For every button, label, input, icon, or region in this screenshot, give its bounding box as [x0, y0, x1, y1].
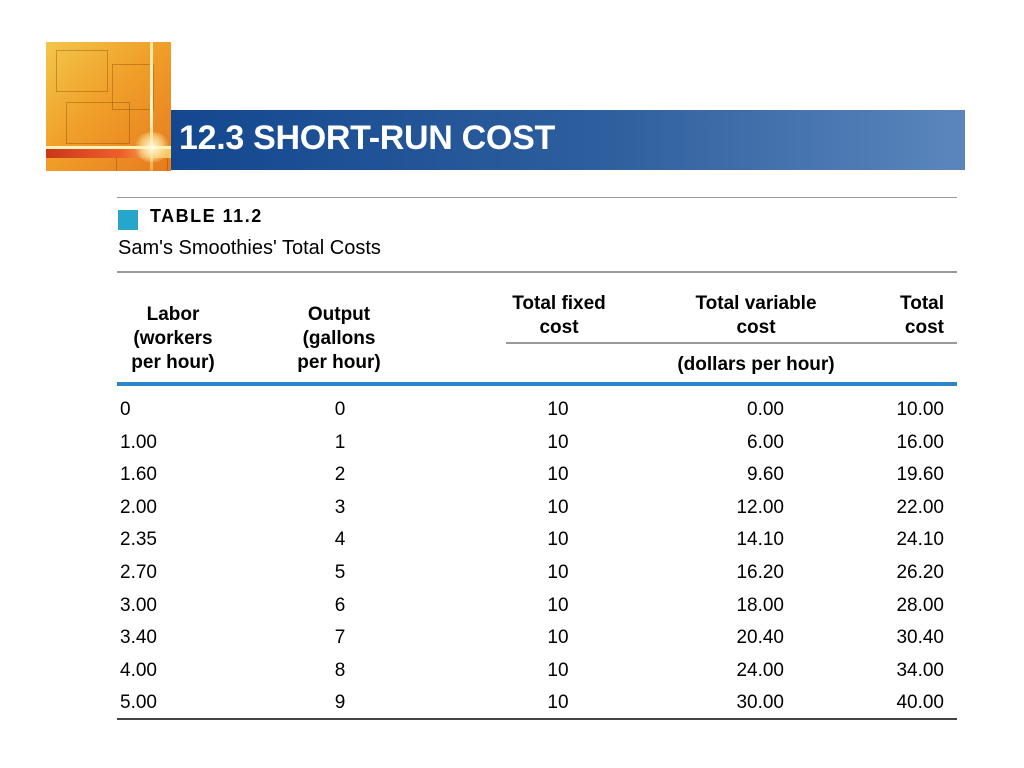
output-cell: 4 [334, 529, 346, 551]
labor-cell: 4.00 [120, 659, 157, 681]
header-total-line1: Total [900, 293, 944, 314]
labor-cell: 0 [120, 399, 131, 420]
fixed-cost-cell: 10 [547, 431, 569, 453]
fixed-cost-cell: 10 [547, 627, 569, 649]
variable-cost-cell: 20.40 [736, 627, 784, 649]
header-labor-line3: per hour) [131, 352, 215, 373]
output-cell: 3 [334, 496, 346, 518]
total-cost-cell: 28.00 [896, 594, 944, 616]
logo-tile [112, 64, 154, 110]
fixed-cost-cell: 10 [547, 399, 569, 420]
labor-cell: 1.00 [120, 431, 157, 453]
header-fixed-cost: Total fixed cost [496, 292, 622, 340]
output-cell: 1 [334, 431, 346, 453]
fixed-cost-cell: 10 [547, 659, 569, 681]
labor-cell: 2.70 [120, 562, 157, 583]
variable-cost-cell: 14.10 [736, 529, 784, 551]
header-sub-rule [506, 342, 957, 344]
header-labor-line2: (workers [133, 328, 213, 349]
header-fixed-line2: cost [539, 317, 579, 338]
total-cost-cell: 19.60 [896, 464, 944, 486]
output-cell: 8 [334, 659, 346, 681]
output-cell: 9 [334, 692, 346, 714]
header-variable-cost: Total variable cost [672, 292, 840, 340]
variable-cost-cell: 9.60 [747, 464, 784, 486]
fixed-cost-cell: 10 [547, 562, 569, 583]
header-labor-line1: Labor [146, 304, 200, 325]
header-output: Output (gallons per hour) [282, 303, 396, 375]
output-cell: 2 [334, 464, 346, 486]
variable-cost-cell: 16.20 [736, 562, 784, 583]
total-cost-cell: 34.00 [896, 659, 944, 681]
header-variable-line1: Total variable [695, 293, 817, 314]
logo-glow [134, 132, 170, 162]
total-cost-cell: 30.40 [896, 627, 944, 649]
logo-tile [56, 50, 108, 92]
labor-cell: 5.00 [120, 692, 157, 714]
header-variable-line2: cost [736, 317, 776, 338]
fixed-cost-cell: 10 [547, 529, 569, 551]
labor-cell: 2.00 [120, 496, 157, 518]
header-fixed-line1: Total fixed [512, 293, 606, 314]
total-cost-cell: 16.00 [896, 431, 944, 453]
title-bar: 12.3 SHORT-RUN COST [171, 110, 965, 170]
labor-cell: 1.60 [120, 464, 157, 486]
total-cost-cell: 10.00 [896, 399, 944, 420]
logo-vertical-line [150, 42, 153, 171]
output-cell: 7 [334, 627, 346, 649]
table-bottom-rule [117, 718, 957, 720]
header-output-line1: Output [307, 304, 371, 325]
labor-cell: 3.00 [120, 594, 157, 616]
logo-horizontal-line [46, 146, 171, 149]
fixed-cost-cell: 10 [547, 464, 569, 486]
labor-cell: 2.35 [120, 529, 157, 551]
table-top-rule [117, 197, 957, 198]
logo-tile [66, 102, 130, 144]
header-labor: Labor (workers per hour) [118, 303, 228, 375]
logo-band [46, 148, 171, 158]
variable-cost-cell: 0.00 [747, 399, 784, 420]
header-output-line2: (gallons [302, 328, 376, 349]
total-cost-cell: 40.00 [896, 692, 944, 714]
output-cell: 6 [334, 594, 346, 616]
output-cell: 5 [334, 562, 346, 583]
variable-cost-cell: 6.00 [747, 431, 784, 453]
header-blue-rule [117, 382, 957, 386]
total-cost-cell: 24.10 [896, 529, 944, 551]
variable-cost-cell: 12.00 [736, 496, 784, 518]
fixed-cost-cell: 10 [547, 692, 569, 714]
table-caption: Sam's Smoothies' Total Costs [118, 237, 381, 259]
caption-rule [117, 271, 957, 273]
table-label: TABLE 11.2 [150, 206, 263, 226]
slide-logo [46, 42, 171, 171]
total-cost-cell: 26.20 [896, 562, 944, 583]
table-tag-square [118, 210, 138, 230]
slide-title: 12.3 SHORT-RUN COST [179, 119, 555, 157]
variable-cost-cell: 30.00 [736, 692, 784, 714]
total-cost-cell: 22.00 [896, 496, 944, 518]
header-unit: (dollars per hour) [677, 354, 835, 375]
variable-cost-cell: 18.00 [736, 594, 784, 616]
fixed-cost-cell: 10 [547, 594, 569, 616]
header-total-cost: Total cost [874, 292, 944, 340]
output-cell: 0 [334, 399, 346, 420]
header-output-line3: per hour) [297, 352, 381, 373]
labor-cell: 3.40 [120, 627, 157, 649]
header-total-line2: cost [904, 317, 944, 338]
variable-cost-cell: 24.00 [736, 659, 784, 681]
fixed-cost-cell: 10 [547, 496, 569, 518]
